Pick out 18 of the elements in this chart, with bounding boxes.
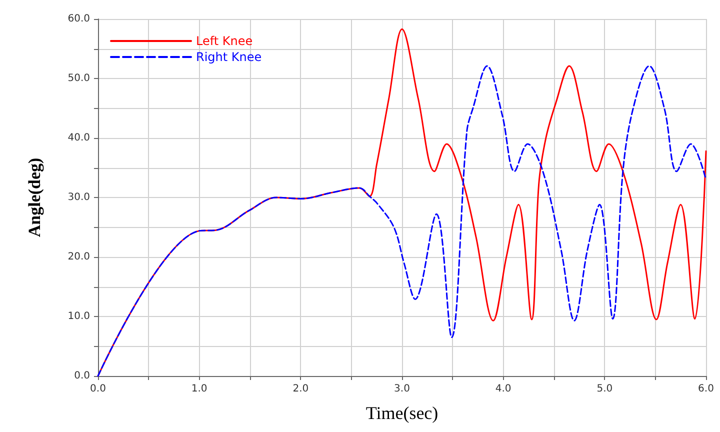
y-axis-title: Angle(deg) [25,158,44,238]
x-tick-label: 2.0 [292,384,309,394]
text: Left Knee [196,34,253,48]
x-tick-label: 5.0 [596,384,613,394]
y-tick-label: 40.0 [68,132,90,144]
x-tick-label: 4.0 [495,384,512,394]
y-tick-label: 10.0 [68,311,90,322]
x-tick-label: 1.0 [191,384,208,394]
y-tick-label: 30.0 [68,192,90,203]
text: Right Knee [196,50,262,64]
y-tick-label: 0.0 [74,370,90,382]
x-tick-label: 3.0 [394,384,410,394]
x-axis-title: Time(sec) [366,403,438,423]
y-tick-label: 50.0 [68,73,90,84]
y-tick-label: 20.0 [68,252,90,262]
x-tick-label: 0.0 [90,384,106,394]
y-tick-label: 60.0 [68,14,90,24]
x-tick-label: 6.0 [698,384,714,394]
